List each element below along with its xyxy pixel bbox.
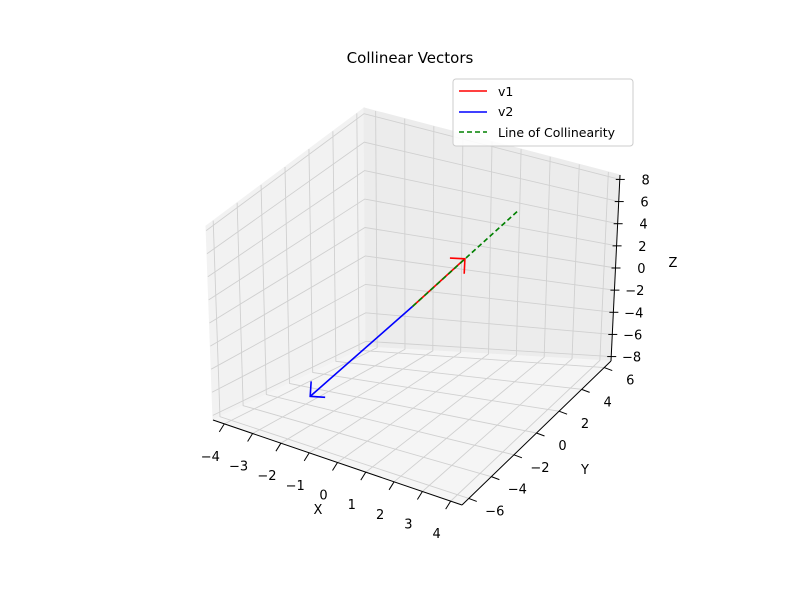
legend-box [452, 78, 634, 147]
x-tick-label: 2 [376, 508, 384, 523]
x-axis-label: X [314, 503, 323, 518]
z-grid-line [209, 227, 616, 324]
z-tick-label: 6 [640, 196, 648, 211]
y-grid-line [236, 202, 492, 478]
x-tick-label: −2 [257, 469, 276, 484]
z-tick-label: −6 [623, 328, 642, 343]
z-grid-line [210, 255, 615, 347]
z-tick-label: 8 [642, 173, 650, 188]
x-grid-line [365, 149, 522, 473]
x-grid-line [224, 111, 378, 425]
z-tick-label: −2 [625, 284, 644, 299]
z-tick-label: −4 [624, 306, 643, 321]
y-axis-line [461, 360, 612, 506]
y-tick-label: 4 [604, 395, 612, 410]
z-tick-label: −8 [622, 351, 641, 366]
x-tick [416, 491, 423, 500]
y-grid-line [356, 113, 605, 368]
x-tick [275, 442, 282, 452]
z-grid-line [211, 312, 613, 393]
y-grid-line [284, 166, 537, 434]
x-tick-label: 4 [433, 527, 441, 542]
y-tick [513, 454, 523, 459]
x-grid-line [252, 118, 406, 434]
z-tick-label: 2 [638, 240, 646, 255]
y-tick [536, 432, 545, 437]
x-tick-label: −3 [229, 460, 248, 475]
x-tick [247, 433, 254, 442]
x-tick [303, 452, 310, 462]
x-grid-line [337, 141, 493, 463]
series-v2-head [309, 381, 326, 399]
x-tick-label: −1 [286, 479, 305, 494]
y-tick-label: −6 [485, 504, 504, 519]
y-tick-label: 2 [581, 417, 589, 432]
y-grid-line [260, 184, 515, 456]
x-tick [218, 423, 225, 433]
y-grid-line [332, 131, 582, 390]
legend-label-v1: v1 [498, 84, 513, 99]
series-v1-head [449, 257, 466, 274]
y-grid-line [308, 149, 560, 412]
z-grid-line [205, 113, 620, 231]
x-tick-label: 3 [404, 517, 412, 532]
x-tick [360, 471, 367, 481]
legend-label-collinearity: Line of Collinearity [498, 125, 616, 140]
axes [212, 174, 625, 510]
x-grid-line [308, 133, 464, 454]
x-tick-label: 1 [348, 498, 356, 513]
y-tick [604, 367, 613, 372]
z-axis-line [610, 174, 621, 362]
y-grid-line [212, 220, 469, 499]
x-tick [332, 462, 338, 471]
y-tick [491, 476, 500, 481]
z-tick-label: 4 [639, 218, 647, 233]
legend-label-v2: v2 [498, 104, 513, 119]
x-grid-line [393, 156, 551, 483]
z-grid-line [212, 340, 612, 416]
x-axis-line [212, 419, 463, 506]
x-grid-line [422, 164, 580, 492]
z-grid-line [207, 170, 618, 278]
z-grid-line [206, 141, 619, 255]
x-tick-label: −4 [201, 450, 220, 465]
x-grid-line [280, 126, 435, 444]
z-grid-line [208, 198, 617, 301]
x-tick [445, 500, 452, 510]
legend: v1 v2 Line of Collinearity [452, 78, 634, 147]
grid-lines [205, 111, 620, 502]
y-tick-label: 6 [626, 374, 634, 389]
series [309, 210, 519, 399]
z-grid-line [210, 283, 614, 370]
y-tick-label: 0 [558, 439, 566, 454]
z-axis-label: Z [669, 256, 678, 271]
chart-title: Collinear Vectors [347, 49, 474, 67]
y-tick-label: −4 [508, 483, 527, 498]
z-tick-label: 0 [637, 262, 645, 277]
y-axis-label: Y [580, 463, 589, 478]
y-tick [468, 497, 477, 502]
series-v2-shaft [309, 305, 414, 397]
y-tick [558, 410, 568, 415]
y-tick [581, 388, 590, 393]
x-tick [388, 481, 395, 491]
y-tick-label: −2 [530, 461, 549, 476]
x-grid-line [450, 171, 609, 502]
x-tick-label: 0 [319, 489, 327, 504]
